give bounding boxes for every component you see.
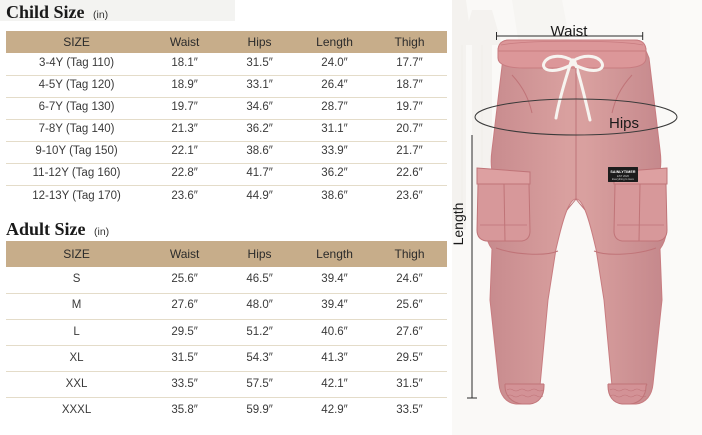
svg-text:Hips: Hips xyxy=(609,115,639,132)
svg-text:Waist: Waist xyxy=(551,23,589,40)
svg-text:Length: Length xyxy=(452,203,466,246)
